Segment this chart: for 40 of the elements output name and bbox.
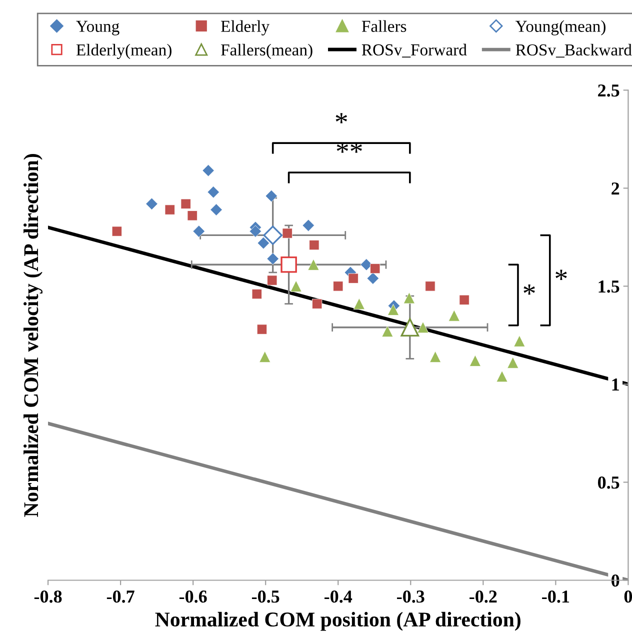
y-tick-label: 1.5: [598, 280, 620, 293]
x-tick-label: -0.5: [252, 590, 280, 603]
legend-label: Young(mean): [515, 20, 606, 36]
x-axis-title: Normalized COM position (AP direction): [155, 612, 520, 631]
y-tick-label: 0: [612, 574, 620, 587]
annotation: *: [336, 113, 347, 124]
legend-label: Fallers: [362, 20, 406, 32]
x-tick-label: -0.2: [470, 590, 497, 603]
point: [353, 298, 365, 310]
point: [252, 288, 262, 300]
x-tick-label: -0.4: [324, 590, 352, 603]
y-tick-label: 1: [612, 378, 619, 390]
point: [403, 292, 415, 304]
y-axis-title: Normalized COM velocity (AP direction): [24, 154, 42, 517]
point: [192, 225, 205, 238]
legend-label: Elderly: [221, 20, 270, 36]
legend-label: Fallers(mean): [221, 44, 312, 59]
legend-label: Young: [76, 20, 120, 36]
x-tick-label: 0: [624, 590, 632, 603]
legend-label: Elderly(mean): [76, 44, 172, 59]
point: [265, 190, 278, 202]
annotation: *: [524, 284, 535, 295]
x-tick-label: -0.1: [542, 590, 570, 603]
y-tick-label: 0.5: [598, 476, 620, 489]
point: [256, 324, 268, 334]
point: [202, 164, 214, 177]
point: [400, 318, 420, 337]
point: [370, 263, 380, 274]
x-tick-label: -0.8: [34, 590, 62, 603]
legend-label: ROSv_Backward: [516, 44, 632, 58]
point: [263, 226, 283, 245]
annotation: *: [556, 270, 567, 280]
x-tick-label: -0.3: [397, 590, 424, 603]
point: [146, 198, 158, 210]
point: [280, 256, 297, 273]
x-tick-label: -0.6: [179, 590, 207, 603]
y-tick-label: 2: [612, 182, 620, 194]
x-tick-label: -0.7: [106, 590, 134, 603]
y-tick-label: 2.5: [598, 84, 620, 97]
legend-label: ROSv_Forward: [362, 44, 467, 58]
